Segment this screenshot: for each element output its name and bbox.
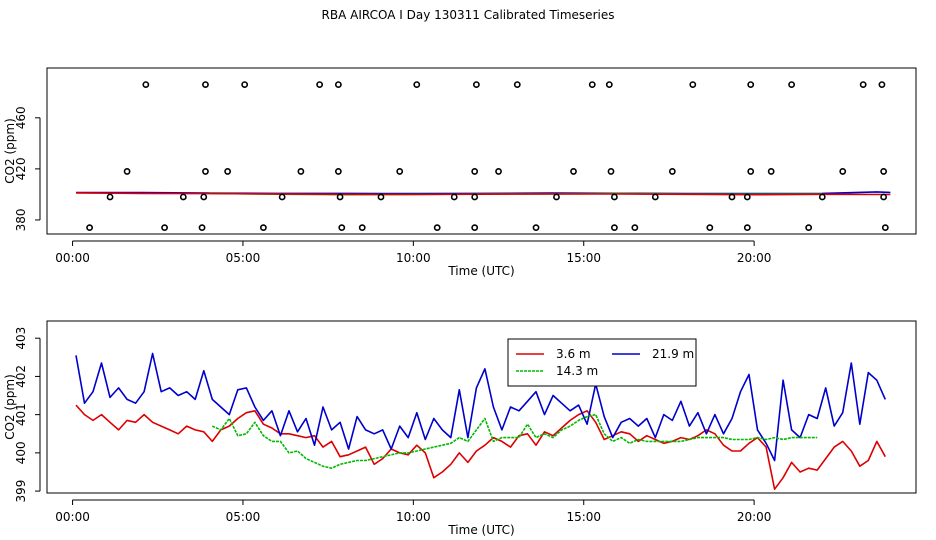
data-point [767,168,775,175]
data-point [297,168,305,175]
data-point [881,224,889,232]
x-tick-label: 05:00 [226,510,261,524]
data-point [631,224,639,232]
data-point [471,193,479,201]
data-point [396,168,404,175]
data-point [142,81,150,88]
data-point [224,168,232,175]
data-point [241,81,249,88]
data-point [161,224,168,232]
data-point [553,193,560,201]
data-point [878,81,886,88]
x-tick-label: 15:00 [566,510,601,524]
data-point [689,81,697,88]
data-point [611,224,618,232]
data-point [198,224,206,232]
data-point [588,81,596,88]
legend-box [507,338,697,387]
x-tick-label: 20:00 [737,251,772,265]
data-point [336,193,344,201]
data-point [471,168,479,175]
x-tick-label: 15:00 [566,251,601,265]
data-point [839,168,847,175]
y-tick-label: 400 [14,441,28,464]
series-line-21-9-m [75,352,887,462]
data-point [805,224,813,232]
data-point [278,193,286,201]
data-point [200,193,208,201]
data-point [334,81,342,88]
data-point [747,168,755,175]
data-point [706,224,714,232]
legend-label: 14.3 m [556,364,598,378]
x-tick-label: 10:00 [396,510,431,524]
legend-label: 3.6 m [556,347,591,361]
data-point [668,168,676,175]
y-axis-label: CO2 (ppm) [3,118,17,184]
bottom-panel: 00:00 05:00 10:00 15:00 20:00 Time (UTC) 399 40… [3,320,917,537]
x-tick-label: 05:00 [226,251,261,265]
y-tick-label: 399 [14,480,28,503]
data-point [106,193,114,201]
data-point [259,224,267,232]
data-point [334,168,342,175]
x-tick-label: 00:00 [55,251,90,265]
y-tick-label: 402 [14,365,28,388]
plot-frame [46,320,917,494]
y-tick-label: 380 [14,209,28,232]
series-line-14-3-m [211,413,818,470]
y-tick-label: 460 [14,106,28,129]
data-point [179,193,187,201]
data-point [471,224,479,232]
data-point [450,193,458,201]
data-point [433,224,441,232]
data-point [605,81,613,88]
data-point [472,81,480,88]
data-point [123,168,131,175]
y-axis-label: CO2 (ppm) [3,374,17,440]
legend-label: 21.9 m [652,347,694,361]
x-tick-label: 10:00 [396,251,431,265]
series-line-red [75,192,891,196]
data-point [202,168,209,175]
data-point [788,81,796,88]
x-axis-label: Time (UTC) [447,523,514,537]
data-point [86,224,93,232]
top-panel: 00:00 05:00 10:00 15:00 20:00 Time (UTC) 380 42… [3,67,917,278]
data-point [743,193,751,201]
plot-frame [46,67,917,235]
data-point [202,81,209,88]
data-point [513,81,521,88]
data-point [818,193,826,201]
data-point [570,168,577,175]
data-point [413,81,421,88]
x-tick-label: 20:00 [737,510,772,524]
data-point [338,224,346,232]
data-point [316,81,324,88]
x-axis-label: Time (UTC) [447,264,514,278]
x-tick-label: 00:00 [55,510,90,524]
y-tick-label: 420 [14,157,28,180]
data-point [495,168,502,175]
data-point [532,224,540,232]
data-point [859,81,867,88]
legend: 3.6 m 21.9 m 14.3 m [507,338,697,387]
data-point [728,193,736,201]
data-point [377,193,385,201]
data-point [880,168,888,175]
page-title: RBA AIRCOA I Day 130311 Calibrated Times… [321,8,615,22]
data-point [358,224,366,232]
series-line-3-6-m [75,404,886,491]
data-point [607,168,615,175]
data-point [747,81,755,88]
data-point [743,224,751,232]
y-tick-label: 401 [14,403,28,426]
data-point [611,193,618,201]
data-point [880,193,888,201]
data-point [651,193,659,201]
y-tick-label: 403 [14,327,28,350]
